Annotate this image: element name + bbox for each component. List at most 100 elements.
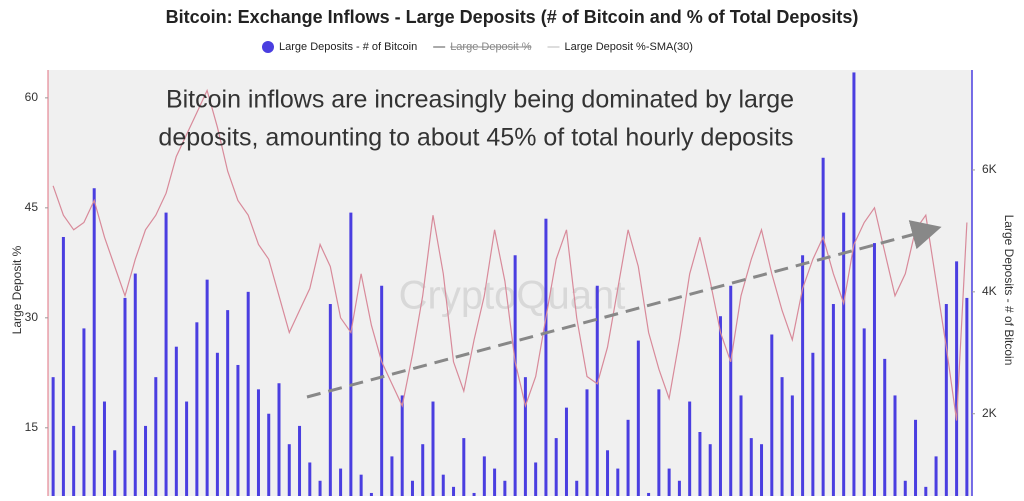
- bar: [164, 212, 168, 496]
- bar: [770, 334, 774, 496]
- legend-item[interactable]: Large Deposits - # of Bitcoin: [262, 41, 417, 53]
- bar: [944, 304, 948, 496]
- bar: [102, 401, 106, 496]
- plot-area: [48, 70, 972, 496]
- bar: [410, 480, 414, 496]
- bar: [667, 468, 671, 496]
- annotation: Bitcoin inflows are increasingly being d…: [166, 86, 794, 114]
- bar: [729, 285, 733, 496]
- bar: [328, 304, 332, 496]
- legend-label: Large Deposit %-SMA(30): [565, 41, 693, 53]
- bar: [554, 438, 558, 496]
- bar: [503, 480, 507, 496]
- bar: [821, 157, 825, 497]
- y2-tick-label: 2K: [982, 406, 997, 420]
- bar: [852, 72, 856, 496]
- bar: [934, 456, 938, 496]
- bar: [400, 395, 404, 496]
- bar: [431, 401, 435, 496]
- bar: [636, 340, 640, 496]
- bar: [441, 474, 445, 496]
- bar: [534, 462, 538, 496]
- legend-item[interactable]: Large Deposit %: [433, 41, 532, 53]
- bar: [626, 419, 630, 496]
- bar: [523, 377, 527, 496]
- bar: [955, 261, 959, 496]
- y-tick-label: 30: [25, 310, 39, 324]
- bar: [452, 486, 456, 496]
- bar: [369, 492, 373, 496]
- bar: [226, 310, 230, 496]
- bar: [256, 389, 260, 496]
- bar: [616, 468, 620, 496]
- y-axis-title: Large Deposit %: [10, 245, 24, 334]
- bar: [606, 450, 610, 496]
- bar: [359, 474, 363, 496]
- y-tick-label: 60: [25, 90, 39, 104]
- y2-axis-title: Large Deposits - # of Bitcoin: [1002, 215, 1016, 366]
- bar: [780, 377, 784, 496]
- bar: [154, 377, 158, 496]
- bar: [708, 444, 712, 496]
- bar: [277, 383, 281, 496]
- bar: [339, 468, 343, 496]
- bar: [462, 438, 466, 496]
- bar: [349, 212, 353, 496]
- bar: [739, 395, 743, 496]
- bar: [133, 273, 137, 496]
- bar: [298, 425, 302, 496]
- bar: [564, 407, 568, 496]
- bar: [113, 450, 117, 496]
- bar: [246, 291, 250, 496]
- bar: [493, 468, 497, 496]
- marks: [51, 72, 969, 497]
- bar: [174, 346, 178, 496]
- bar: [318, 480, 322, 496]
- bar: [903, 480, 907, 496]
- bar: [195, 322, 199, 496]
- bar: [718, 316, 722, 496]
- bar: [831, 304, 835, 496]
- bar: [760, 444, 764, 496]
- bar: [677, 480, 681, 496]
- bar: [893, 395, 897, 496]
- legend-item[interactable]: Large Deposit %-SMA(30): [547, 41, 693, 53]
- watermark: CryptoQuant: [399, 274, 626, 318]
- bar: [82, 328, 86, 496]
- bar: [308, 462, 312, 496]
- bar: [811, 352, 815, 496]
- bar: [801, 255, 805, 496]
- bar: [144, 425, 148, 496]
- y2-tick-label: 4K: [982, 284, 997, 298]
- bar: [883, 358, 887, 496]
- bar: [421, 444, 425, 496]
- bar: [482, 456, 486, 496]
- bar: [185, 401, 189, 496]
- bar: [544, 218, 548, 496]
- bar: [123, 297, 127, 496]
- trend-arrow: [306, 220, 942, 399]
- bar: [647, 492, 651, 496]
- bar: [914, 419, 918, 496]
- chart-title: Bitcoin: Exchange Inflows - Large Deposi…: [166, 7, 859, 27]
- bar: [472, 492, 476, 496]
- legend-swatch: [262, 41, 274, 53]
- y2-tick-label: 6K: [982, 162, 997, 176]
- bar: [287, 444, 291, 496]
- bar: [842, 212, 846, 496]
- bar: [215, 352, 219, 496]
- bar: [872, 243, 876, 496]
- bar: [657, 389, 661, 496]
- bar: [749, 438, 753, 496]
- bar: [236, 364, 240, 496]
- y-tick-label: 15: [25, 420, 39, 434]
- sma-line: [52, 88, 968, 421]
- y-tick-label: 45: [25, 200, 39, 214]
- bar: [380, 285, 384, 496]
- bar: [965, 297, 969, 496]
- annotation: deposits, amounting to about 45% of tota…: [158, 124, 793, 152]
- legend: Large Deposits - # of Bitcoin Large Depos…: [262, 41, 693, 53]
- bar: [924, 486, 928, 496]
- bar: [61, 236, 65, 496]
